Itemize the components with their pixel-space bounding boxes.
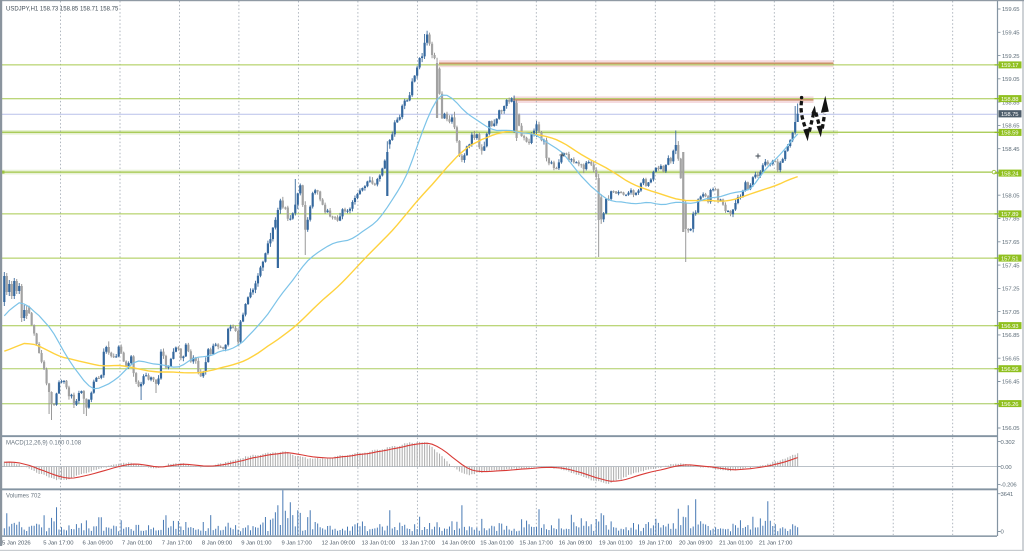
- svg-text:159.25: 159.25: [1002, 54, 1020, 60]
- svg-text:19 Jan 01:00: 19 Jan 01:00: [599, 541, 633, 547]
- svg-text:158.65: 158.65: [1002, 124, 1020, 130]
- svg-text:156.93: 156.93: [1001, 324, 1019, 330]
- svg-text:5 Jan 2026: 5 Jan 2026: [2, 541, 31, 547]
- svg-text:159.05: 159.05: [1002, 77, 1020, 83]
- svg-text:21 Jan 17:00: 21 Jan 17:00: [759, 541, 793, 547]
- svg-text:158.75: 158.75: [1001, 112, 1019, 118]
- svg-text:157.51: 157.51: [1001, 256, 1018, 262]
- svg-text:159.45: 159.45: [1002, 31, 1020, 37]
- svg-text:9 Jan 01:00: 9 Jan 01:00: [241, 541, 272, 547]
- svg-text:159.17: 159.17: [1001, 63, 1018, 69]
- svg-text:156.05: 156.05: [1002, 426, 1020, 432]
- svg-text:20 Jan 09:00: 20 Jan 09:00: [679, 541, 713, 547]
- svg-text:12 Jan 09:00: 12 Jan 09:00: [322, 541, 356, 547]
- svg-text:Volumes 702: Volumes 702: [6, 494, 41, 500]
- svg-text:156.85: 156.85: [1002, 333, 1020, 339]
- svg-text:5 Jan 17:00: 5 Jan 17:00: [43, 541, 74, 547]
- svg-text:MACD(12,26,9) 0.160 0.108: MACD(12,26,9) 0.160 0.108: [6, 441, 82, 447]
- svg-text:0: 0: [1001, 530, 1005, 536]
- svg-text:156.26: 156.26: [1001, 402, 1019, 408]
- svg-text:157.85: 157.85: [1002, 217, 1020, 223]
- svg-text:16 Jan 09:00: 16 Jan 09:00: [559, 541, 593, 547]
- svg-text:6 Jan 09:00: 6 Jan 09:00: [83, 541, 114, 547]
- svg-text:8 Jan 09:00: 8 Jan 09:00: [202, 541, 233, 547]
- svg-text:156.56: 156.56: [1001, 367, 1019, 373]
- svg-text:158.45: 158.45: [1002, 147, 1020, 153]
- svg-text:158.85: 158.85: [1002, 100, 1020, 106]
- svg-text:9 Jan 17:00: 9 Jan 17:00: [282, 541, 313, 547]
- svg-text:158.59: 158.59: [1001, 131, 1018, 137]
- svg-text:3641: 3641: [1001, 492, 1014, 498]
- svg-text:156.45: 156.45: [1002, 380, 1020, 386]
- svg-text:USDJPY,H1 158.73 158.85 158.7: USDJPY,H1 158.73 158.85 158.71 158.75: [6, 7, 119, 13]
- svg-text:157.89: 157.89: [1001, 212, 1018, 218]
- svg-text:157.65: 157.65: [1002, 240, 1020, 246]
- svg-text:159.65: 159.65: [1002, 7, 1020, 13]
- svg-text:156.65: 156.65: [1002, 356, 1020, 362]
- svg-text:21 Jan 01:00: 21 Jan 01:00: [719, 541, 753, 547]
- svg-text:0.302: 0.302: [1001, 440, 1015, 446]
- svg-text:7 Jan 01:00: 7 Jan 01:00: [122, 541, 153, 547]
- svg-text:158.05: 158.05: [1002, 193, 1020, 199]
- svg-text:158.88: 158.88: [1001, 97, 1019, 103]
- svg-text:-0.206: -0.206: [1001, 483, 1018, 489]
- svg-text:0.00: 0.00: [1001, 465, 1013, 471]
- svg-text:15 Jan 17:00: 15 Jan 17:00: [519, 541, 553, 547]
- svg-text:157.45: 157.45: [1002, 263, 1020, 269]
- svg-text:157.05: 157.05: [1002, 310, 1020, 316]
- svg-text:158.24: 158.24: [1001, 171, 1019, 177]
- svg-text:13 Jan 17:00: 13 Jan 17:00: [402, 541, 436, 547]
- svg-text:19 Jan 17:00: 19 Jan 17:00: [639, 541, 673, 547]
- svg-text:7 Jan 17:00: 7 Jan 17:00: [162, 541, 193, 547]
- svg-text:157.25: 157.25: [1002, 287, 1020, 293]
- svg-text:13 Jan 01:00: 13 Jan 01:00: [362, 541, 396, 547]
- svg-text:14 Jan 09:00: 14 Jan 09:00: [442, 541, 476, 547]
- svg-text:15 Jan 01:00: 15 Jan 01:00: [480, 541, 514, 547]
